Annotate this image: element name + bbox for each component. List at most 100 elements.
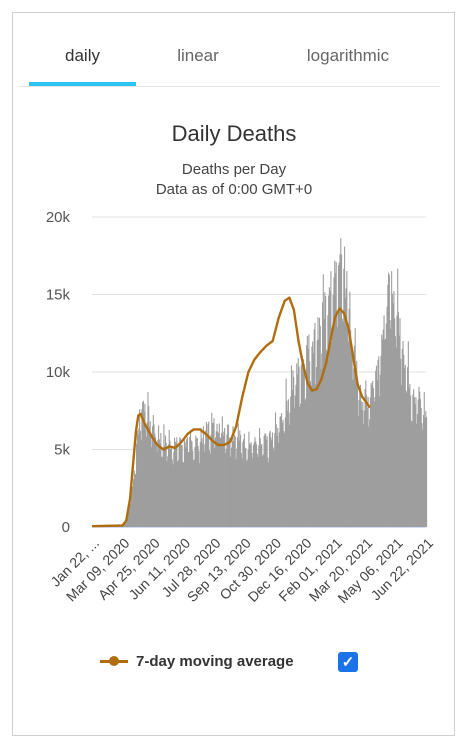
daily-bar <box>202 426 204 527</box>
daily-bar <box>420 408 422 527</box>
daily-bar <box>407 367 409 527</box>
daily-bar <box>176 437 178 527</box>
daily-bar <box>306 336 308 527</box>
daily-bar <box>168 429 170 527</box>
daily-bar <box>375 365 378 527</box>
daily-bar <box>299 403 302 527</box>
daily-bar <box>173 451 175 527</box>
daily-bar <box>285 378 287 527</box>
daily-bar <box>161 457 163 527</box>
daily-bar <box>224 428 226 527</box>
daily-bar <box>338 262 340 527</box>
daily-bar <box>240 452 242 527</box>
daily-bar <box>319 325 321 527</box>
daily-bar <box>417 399 419 527</box>
daily-bar <box>327 315 329 527</box>
daily-bar <box>209 453 211 527</box>
daily-bar <box>246 461 248 527</box>
daily-bar <box>239 430 241 527</box>
daily-bar <box>391 293 393 527</box>
daily-bar <box>130 497 132 527</box>
y-tick-label: 5k <box>54 442 70 459</box>
daily-bar <box>195 438 198 527</box>
daily-bar <box>386 306 388 527</box>
daily-bar <box>322 302 324 527</box>
tab-logarithmic[interactable]: logarithmic <box>306 46 390 65</box>
daily-bar <box>137 434 139 527</box>
daily-bar <box>212 423 214 527</box>
daily-bar <box>290 365 292 527</box>
daily-bar <box>186 438 188 527</box>
daily-bar <box>180 444 182 527</box>
daily-bar <box>175 442 177 527</box>
daily-bar <box>424 417 426 527</box>
daily-bar <box>148 426 151 527</box>
daily-bar <box>185 447 187 527</box>
daily-bar <box>352 379 354 527</box>
daily-bar <box>170 449 172 527</box>
daily-bar <box>267 457 269 527</box>
daily-bar <box>278 432 280 527</box>
daily-bar <box>385 338 387 527</box>
daily-bar <box>230 447 233 527</box>
daily-bar <box>184 442 186 527</box>
daily-bar <box>170 448 173 527</box>
daily-bar <box>422 429 424 527</box>
daily-bar <box>131 486 133 527</box>
y-tick-label: 0 <box>62 519 70 536</box>
daily-bar <box>213 418 215 527</box>
tab-daily[interactable]: daily <box>65 46 100 65</box>
daily-bar <box>211 422 214 527</box>
daily-bar <box>210 434 212 527</box>
daily-bar <box>353 345 355 527</box>
legend[interactable]: 7-day moving average <box>100 646 294 676</box>
daily-bar <box>318 339 320 527</box>
daily-bar <box>141 409 143 527</box>
daily-bar <box>274 432 276 527</box>
tab-linear[interactable]: linear <box>177 46 219 65</box>
daily-bar <box>286 400 288 527</box>
daily-bar <box>159 443 161 527</box>
daily-bar <box>169 440 171 527</box>
daily-bar <box>357 416 359 527</box>
daily-bar <box>317 317 319 527</box>
daily-bar <box>204 444 206 527</box>
daily-bar <box>241 458 243 527</box>
daily-bar <box>140 440 142 527</box>
daily-bar <box>362 424 365 527</box>
daily-bar <box>299 406 301 527</box>
daily-bar <box>340 238 342 527</box>
daily-bar <box>258 445 260 527</box>
daily-bar <box>398 335 400 527</box>
daily-bar <box>259 428 261 527</box>
daily-bar <box>408 388 410 527</box>
daily-bar <box>158 439 160 527</box>
daily-bar <box>203 451 205 527</box>
daily-bar <box>191 441 193 527</box>
daily-bar <box>395 347 397 527</box>
daily-bar <box>369 397 371 527</box>
daily-bar <box>347 341 349 527</box>
daily-bar <box>414 404 416 527</box>
daily-bar <box>390 328 392 527</box>
daily-bar <box>344 246 346 527</box>
daily-bar <box>200 427 202 527</box>
daily-bar <box>280 416 282 527</box>
daily-bar <box>271 432 274 527</box>
daily-bar <box>354 328 356 527</box>
daily-bar <box>272 447 274 527</box>
daily-bar <box>208 450 211 527</box>
daily-bar <box>284 417 286 527</box>
daily-bar <box>421 423 423 527</box>
daily-bar <box>171 459 173 527</box>
daily-bar <box>198 450 200 527</box>
daily-bar <box>164 446 166 527</box>
daily-bar <box>128 508 130 527</box>
daily-bar <box>273 450 275 527</box>
daily-bar <box>410 420 412 527</box>
daily-bar <box>259 438 261 527</box>
daily-bar <box>391 271 393 527</box>
daily-bar <box>418 386 420 527</box>
daily-bar <box>337 265 340 527</box>
moving-average-checkbox[interactable]: ✓ <box>338 652 358 672</box>
